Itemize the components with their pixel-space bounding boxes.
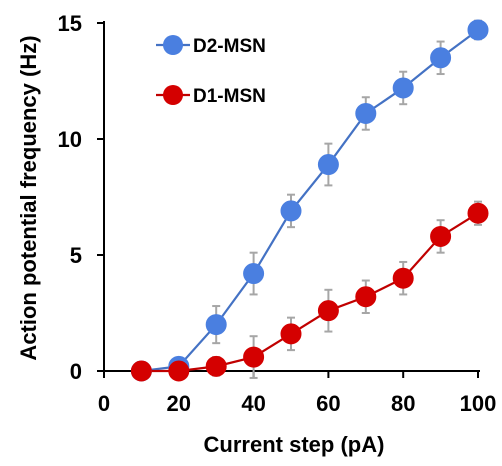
d1-msn-point bbox=[168, 360, 190, 382]
legend-marker-d2-msn bbox=[163, 35, 183, 55]
y-axis-title: Action potential frequency (Hz) bbox=[16, 35, 41, 360]
d1-msn-point bbox=[130, 360, 152, 382]
d1-msn-line bbox=[141, 212, 479, 373]
legend: D2-MSN D1-MSN bbox=[156, 35, 266, 107]
y-tick-label: 5 bbox=[70, 243, 82, 268]
series-lines bbox=[141, 29, 479, 373]
d1-msn-point bbox=[355, 286, 377, 308]
x-tick-label: 100 bbox=[460, 391, 497, 416]
legend-marker-d1-msn bbox=[163, 85, 183, 105]
x-tick-label: 80 bbox=[391, 391, 415, 416]
x-tick-label: 40 bbox=[241, 391, 265, 416]
d2-msn-point bbox=[430, 47, 452, 69]
x-tick-label: 0 bbox=[98, 391, 110, 416]
y-tick-label: 15 bbox=[58, 11, 82, 36]
d1-msn-point bbox=[467, 202, 489, 224]
data-points bbox=[130, 19, 489, 382]
d2-msn-point bbox=[280, 200, 302, 222]
d1-msn-point bbox=[430, 225, 452, 247]
d1-msn-point bbox=[392, 267, 414, 289]
d2-msn-point bbox=[467, 19, 489, 41]
d1-msn-point bbox=[317, 300, 339, 322]
x-tick-label: 20 bbox=[167, 391, 191, 416]
legend-label-d2-msn: D2-MSN bbox=[193, 36, 266, 57]
d2-msn-point bbox=[317, 154, 339, 176]
d1-msn-point bbox=[280, 323, 302, 345]
d2-msn-line bbox=[141, 29, 479, 373]
y-tick-label: 10 bbox=[58, 127, 82, 152]
d1-msn-point bbox=[243, 346, 265, 368]
legend-label-d1-msn: D1-MSN bbox=[193, 86, 266, 107]
x-axis-title: Current step (pA) bbox=[204, 432, 385, 457]
d2-msn-point bbox=[205, 314, 227, 336]
tick-labels: 0 5 10 15 0 20 40 60 80 100 bbox=[58, 11, 497, 416]
d2-msn-point bbox=[355, 102, 377, 124]
d1-msn-point bbox=[205, 355, 227, 377]
x-tick-label: 60 bbox=[316, 391, 340, 416]
d2-msn-point bbox=[392, 77, 414, 99]
y-tick-label: 0 bbox=[70, 359, 82, 384]
d2-msn-point bbox=[243, 263, 265, 285]
